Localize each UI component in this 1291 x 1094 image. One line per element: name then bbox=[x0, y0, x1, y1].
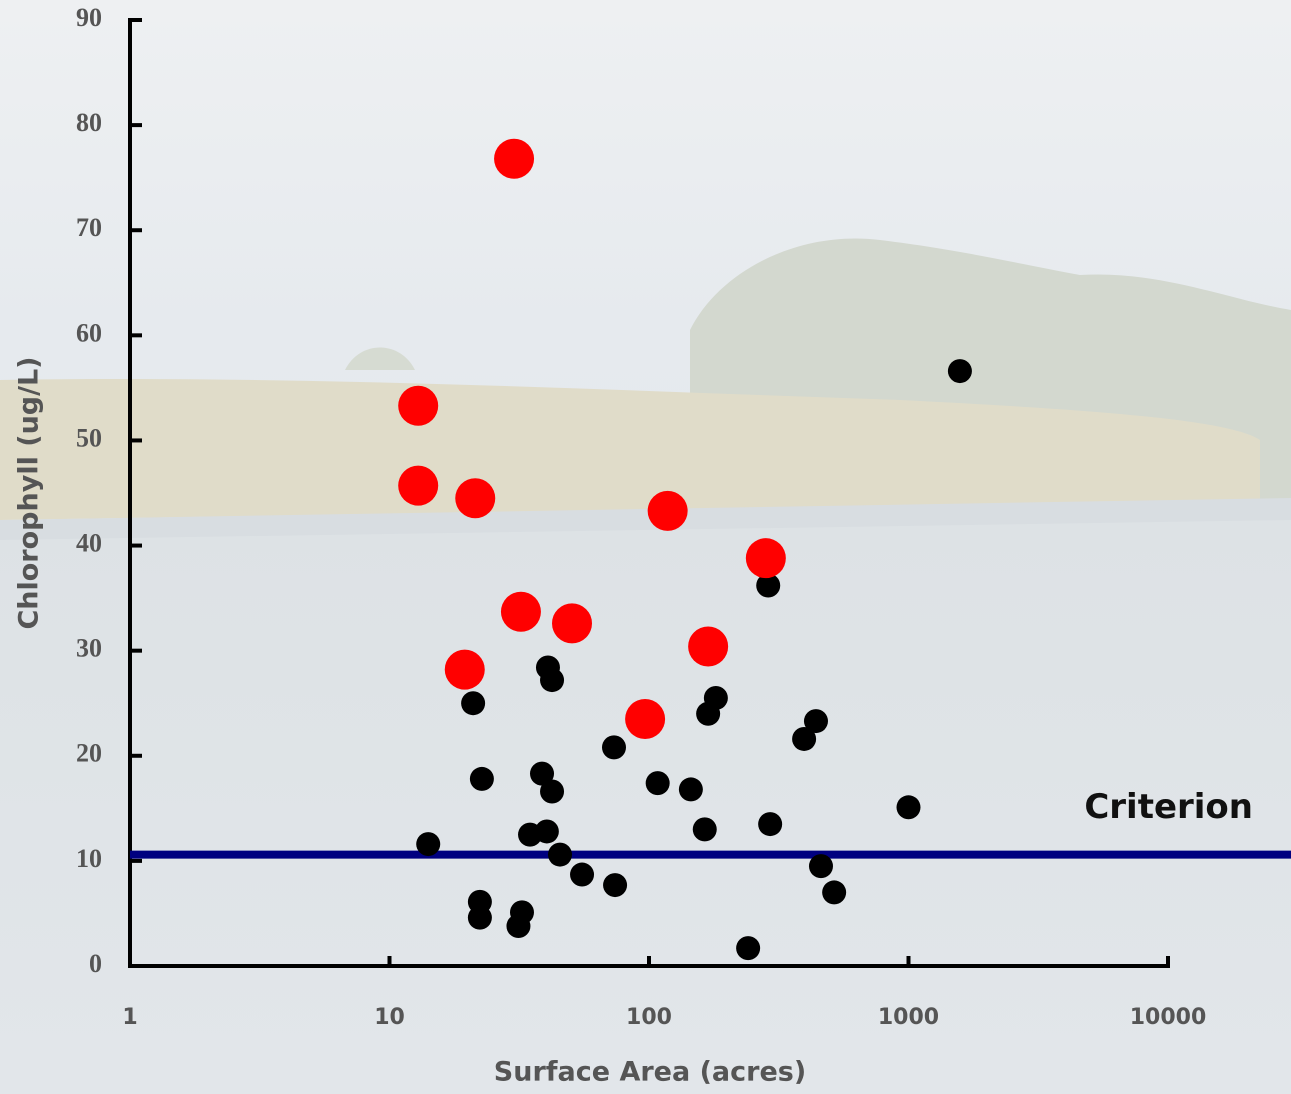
data-point bbox=[470, 767, 494, 791]
x-tick-label: 10 bbox=[374, 1005, 405, 1030]
data-point bbox=[648, 491, 688, 531]
data-point bbox=[535, 819, 559, 843]
x-tick-label: 1 bbox=[122, 1005, 137, 1030]
data-point bbox=[646, 771, 670, 795]
data-point bbox=[540, 780, 564, 804]
data-point bbox=[897, 795, 921, 819]
y-tick-label: 70 bbox=[76, 213, 102, 242]
data-point bbox=[603, 873, 627, 897]
data-point bbox=[570, 863, 594, 887]
x-tick-label: 1000 bbox=[878, 1005, 939, 1030]
y-tick-label: 60 bbox=[76, 318, 102, 347]
data-point bbox=[822, 880, 846, 904]
data-point bbox=[494, 139, 534, 179]
data-point bbox=[688, 626, 728, 666]
y-tick-label: 80 bbox=[76, 108, 102, 137]
data-point bbox=[746, 538, 786, 578]
y-tick-label: 90 bbox=[76, 3, 102, 32]
data-point bbox=[501, 592, 541, 632]
y-tick-label: 30 bbox=[76, 634, 102, 663]
x-tick-label: 100 bbox=[626, 1005, 672, 1030]
data-point bbox=[948, 359, 972, 383]
y-tick-label: 0 bbox=[89, 949, 102, 978]
y-tick-label: 40 bbox=[76, 529, 102, 558]
page: {"chart_data": {"type": "scatter", "x_la… bbox=[0, 0, 1291, 1094]
data-point bbox=[540, 668, 564, 692]
data-point bbox=[398, 466, 438, 506]
y-tick-label: 50 bbox=[76, 423, 102, 452]
data-point bbox=[625, 699, 665, 739]
criterion-label: Criterion bbox=[1084, 787, 1253, 827]
data-point bbox=[461, 691, 485, 715]
y-axis-title: Chlorophyll (ug/L) bbox=[14, 356, 45, 629]
data-point bbox=[792, 727, 816, 751]
data-point bbox=[602, 735, 626, 759]
y-tick-label: 20 bbox=[76, 739, 102, 768]
y-tick-label: 10 bbox=[76, 844, 102, 873]
background-photo bbox=[0, 0, 1291, 1094]
data-point bbox=[548, 843, 572, 867]
data-point bbox=[552, 603, 592, 643]
data-point bbox=[455, 478, 495, 518]
data-point bbox=[696, 702, 720, 726]
data-point bbox=[416, 832, 440, 856]
data-point bbox=[693, 817, 717, 841]
data-point bbox=[445, 650, 485, 690]
x-axis-title: Surface Area (acres) bbox=[494, 1057, 806, 1088]
data-point bbox=[506, 914, 530, 938]
chart: Surface Area (acres) Chlorophyll (ug/L) … bbox=[0, 0, 1291, 1094]
x-tick-label: 10000 bbox=[1130, 1005, 1207, 1030]
data-point bbox=[736, 936, 760, 960]
data-point bbox=[398, 386, 438, 426]
data-point bbox=[809, 854, 833, 878]
data-point bbox=[679, 777, 703, 801]
data-point bbox=[468, 906, 492, 930]
data-point bbox=[758, 812, 782, 836]
